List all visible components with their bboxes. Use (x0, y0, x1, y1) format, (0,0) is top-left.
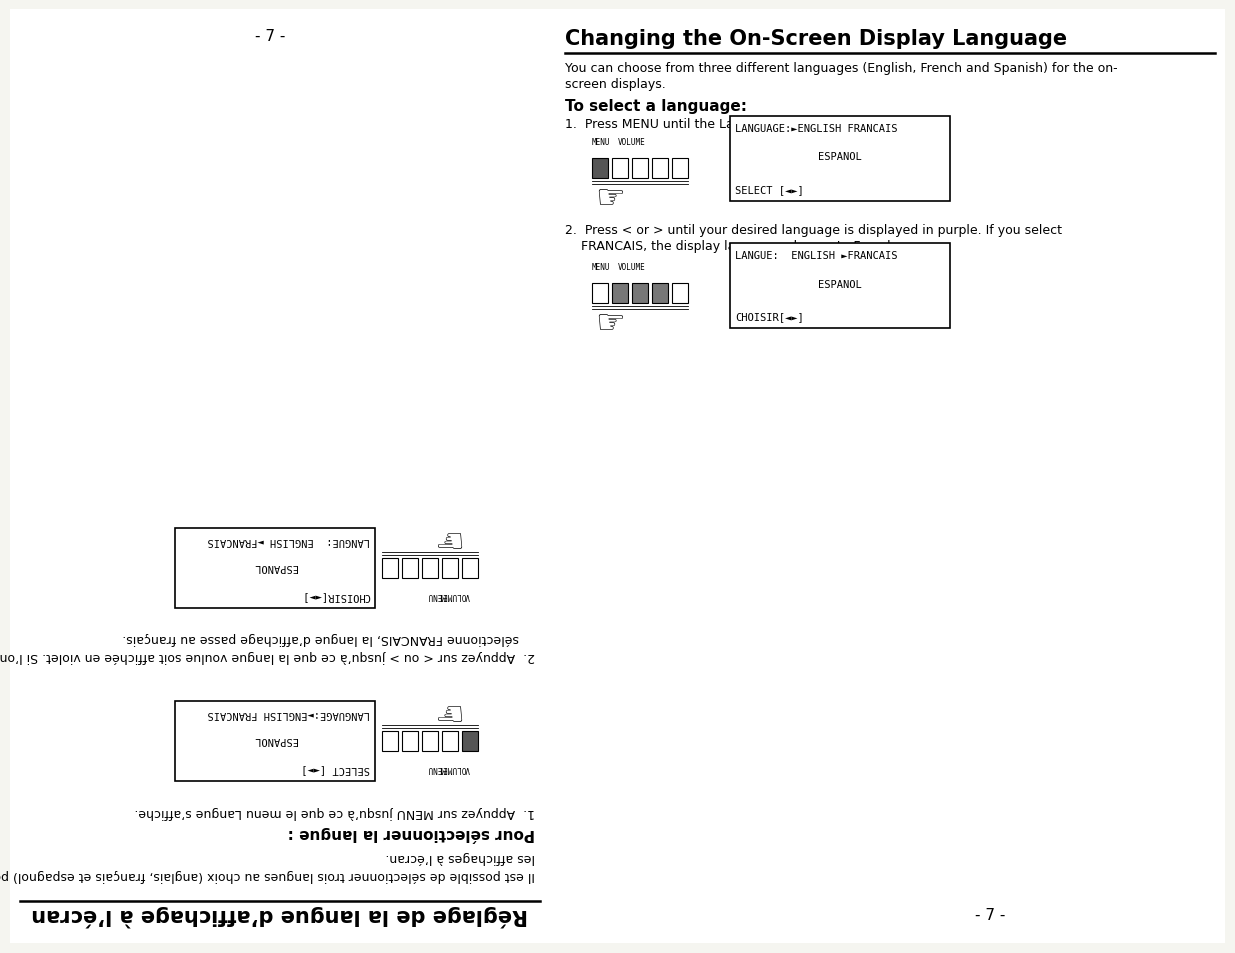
Text: To select a language:: To select a language: (564, 99, 747, 113)
Bar (592, 159, 608, 179)
Text: Réglage de la langue d’affichage à l’écran: Réglage de la langue d’affichage à l’écr… (32, 904, 529, 925)
Text: ESPANOL: ESPANOL (253, 734, 296, 744)
Bar (462, 558, 478, 578)
Bar (730, 117, 950, 202)
Text: MENU: MENU (427, 590, 446, 599)
Text: MENU: MENU (592, 263, 610, 272)
Bar (442, 731, 458, 751)
Bar (730, 244, 950, 329)
Bar (613, 159, 629, 179)
Text: LANGUAGE:►ENGLISH FRANCAIS: LANGUAGE:►ENGLISH FRANCAIS (735, 124, 898, 133)
Text: VOLUME: VOLUME (618, 263, 646, 272)
Text: les affichages à l’écran.: les affichages à l’écran. (385, 851, 535, 863)
Text: VOLUME: VOLUME (442, 763, 471, 772)
Text: 1.  Appuyez sur MENU jusqu’à ce que le menu Langue s’affiche.: 1. Appuyez sur MENU jusqu’à ce que le me… (135, 804, 535, 818)
Bar (632, 284, 648, 304)
Text: You can choose from three different languages (English, French and Spanish) for : You can choose from three different lang… (564, 62, 1118, 75)
Text: LANGUE:  ENGLISH ►FRANCAIS: LANGUE: ENGLISH ►FRANCAIS (735, 251, 898, 261)
Text: FRANCAIS, the display language change to French.: FRANCAIS, the display language change to… (564, 240, 899, 253)
Text: MENU: MENU (427, 763, 446, 772)
Bar (672, 159, 688, 179)
Text: CHOISIR[◄►]: CHOISIR[◄►] (301, 592, 370, 601)
Bar (462, 731, 478, 751)
Text: ☞: ☞ (430, 693, 459, 726)
Text: ☞: ☞ (595, 307, 625, 340)
Bar (422, 731, 438, 751)
Text: Changing the On-Screen Display Language: Changing the On-Screen Display Language (564, 29, 1067, 49)
Text: - 7 -: - 7 - (974, 907, 1005, 923)
Text: 1.  Press MENU until the Language menu appears.: 1. Press MENU until the Language menu ap… (564, 118, 879, 131)
Text: sélectionne FRANCAIS, la langue d’affichage passe au français.: sélectionne FRANCAIS, la langue d’affich… (122, 631, 535, 644)
Bar (442, 558, 458, 578)
Bar (652, 284, 668, 304)
Text: - 7 -: - 7 - (254, 29, 285, 44)
Bar (613, 284, 629, 304)
Text: SELECT [◄►]: SELECT [◄►] (301, 764, 370, 774)
Text: LANGUAGE:►ENGLISH FRANCAIS: LANGUAGE:►ENGLISH FRANCAIS (207, 708, 370, 719)
Bar (652, 159, 668, 179)
Bar (632, 159, 648, 179)
Text: VOLUME: VOLUME (442, 590, 471, 599)
Bar (672, 284, 688, 304)
Bar (592, 284, 608, 304)
Text: 2.  Press < or > until your desired language is displayed in purple. If you sele: 2. Press < or > until your desired langu… (564, 224, 1062, 236)
Bar (403, 558, 417, 578)
Text: ☞: ☞ (430, 520, 459, 553)
Text: SELECT [◄►]: SELECT [◄►] (735, 185, 804, 194)
Text: ☞: ☞ (595, 182, 625, 215)
Text: 2.  Appuyez sur < ou > jusqu’à ce que la langue voulue soit affichée en violet. : 2. Appuyez sur < ou > jusqu’à ce que la … (0, 649, 535, 661)
Text: Il est possible de sélectionner trois langues au choix (anglais, français et esp: Il est possible de sélectionner trois la… (0, 868, 535, 882)
Bar (422, 558, 438, 578)
Bar (175, 701, 375, 781)
Text: VOLUME: VOLUME (618, 138, 646, 147)
Text: LANGUE:  ENGLISH ►FRANCAIS: LANGUE: ENGLISH ►FRANCAIS (207, 536, 370, 545)
Text: ESPANOL: ESPANOL (253, 561, 296, 572)
Text: Pour sélectionner la langue :: Pour sélectionner la langue : (288, 825, 535, 841)
Text: MENU: MENU (592, 138, 610, 147)
Bar (175, 529, 375, 608)
Bar (403, 731, 417, 751)
Text: ESPANOL: ESPANOL (818, 152, 862, 162)
Bar (382, 731, 398, 751)
Text: ESPANOL: ESPANOL (818, 279, 862, 289)
Text: CHOISIR[◄►]: CHOISIR[◄►] (735, 312, 804, 322)
Text: screen displays.: screen displays. (564, 78, 666, 91)
Bar (382, 558, 398, 578)
